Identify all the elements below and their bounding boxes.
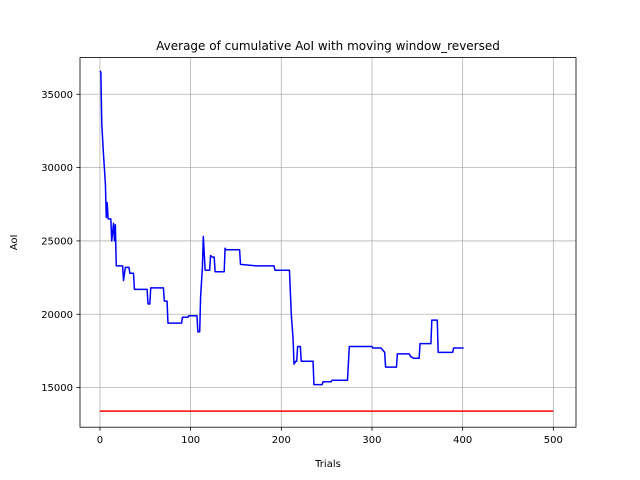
- y-tick-label: 25000: [41, 236, 73, 247]
- y-tick-label: 20000: [41, 310, 73, 321]
- chart-title: Average of cumulative AoI with moving wi…: [156, 39, 500, 53]
- x-tick-label: 500: [544, 435, 563, 446]
- x-tick-label: 400: [453, 435, 472, 446]
- y-tick-label: 15000: [41, 383, 73, 394]
- x-tick-label: 0: [97, 435, 103, 446]
- x-tick-label: 200: [272, 435, 291, 446]
- y-axis-label: AoI: [9, 235, 20, 251]
- x-axis-label: Trials: [314, 459, 341, 470]
- x-tick-label: 300: [362, 435, 381, 446]
- y-tick-label: 30000: [41, 163, 73, 174]
- x-tick-label: 100: [181, 435, 200, 446]
- y-tick-label: 35000: [41, 90, 73, 101]
